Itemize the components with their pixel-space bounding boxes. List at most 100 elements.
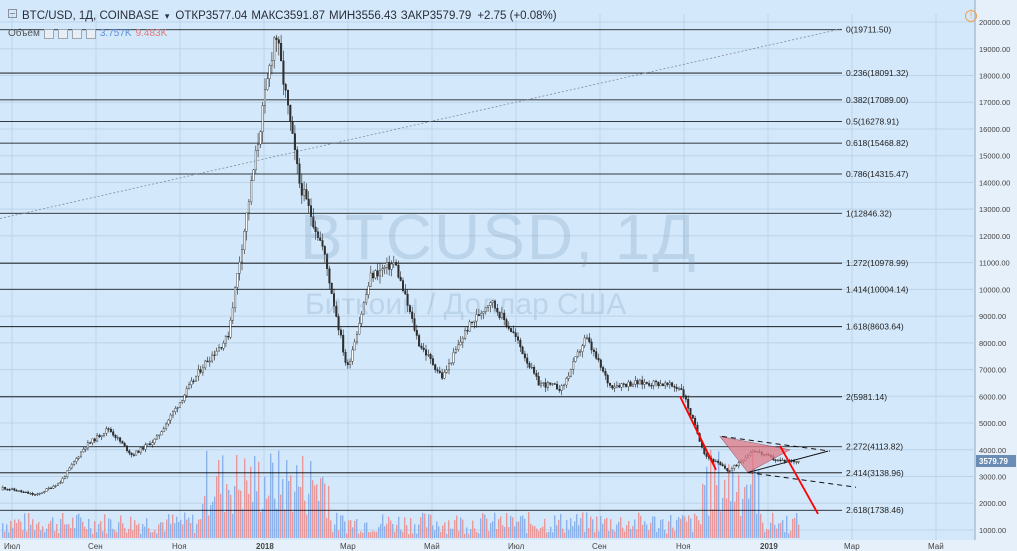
- volume-bar: [266, 498, 268, 538]
- triangle-pattern[interactable]: [719, 435, 791, 473]
- volume-bar: [688, 515, 690, 538]
- volume-bar: [528, 512, 530, 538]
- volume-bar: [778, 523, 780, 538]
- red-trendline-1[interactable]: [679, 395, 717, 471]
- volume-bar: [570, 518, 572, 538]
- candle: [694, 417, 697, 426]
- volume-bar: [782, 519, 784, 538]
- time-tick-label: Мар: [844, 542, 860, 551]
- volume-bar: [366, 522, 368, 538]
- volume-bar: [432, 525, 434, 538]
- volume-bar: [636, 529, 638, 538]
- candle: [31, 493, 34, 495]
- candle: [20, 490, 23, 493]
- candle: [535, 373, 538, 377]
- settings-icon[interactable]: [57, 28, 68, 39]
- alert-icon[interactable]: !: [965, 10, 977, 22]
- volume-bar: [470, 529, 472, 538]
- volume-bar: [44, 532, 46, 538]
- volume-bar: [398, 516, 400, 538]
- dashed-upper-line[interactable]: [721, 435, 831, 452]
- volume-bar: [178, 522, 180, 538]
- candle: [730, 468, 733, 472]
- candle: [721, 464, 724, 467]
- volume-bar: [358, 533, 360, 538]
- candle: [648, 383, 651, 386]
- volume-bar: [368, 532, 370, 538]
- volume-bar: [532, 525, 534, 538]
- price-tick-label: 12000.00: [979, 232, 1010, 241]
- watermark-subtitle: Биткоин / Доллар США: [305, 288, 627, 321]
- collapse-icon[interactable]: [8, 9, 17, 18]
- candle: [6, 488, 9, 491]
- candle: [567, 375, 570, 379]
- candle: [70, 464, 73, 469]
- volume-bar: [482, 513, 484, 538]
- dashed-lower-line[interactable]: [747, 472, 857, 488]
- candle: [641, 379, 644, 385]
- volume-bar: [542, 526, 544, 538]
- candle: [342, 335, 345, 353]
- candle: [489, 302, 492, 306]
- candle: [47, 487, 50, 490]
- candle: [326, 254, 329, 269]
- more-icon[interactable]: [85, 28, 96, 39]
- legend-header: BTC/USD, 1Д, COINBASE ▾ ОТКР3577.04 МАКС…: [22, 7, 557, 25]
- volume-bar: [586, 512, 588, 538]
- candle: [247, 201, 250, 214]
- candle: [220, 347, 223, 349]
- eye-icon[interactable]: [43, 28, 54, 39]
- candle: [142, 447, 145, 450]
- candle: [443, 372, 446, 379]
- candle: [576, 351, 579, 357]
- volume-bar: [714, 462, 716, 538]
- red-trendline-2[interactable]: [779, 445, 819, 515]
- candle: [503, 312, 506, 320]
- volume-bar: [692, 531, 694, 538]
- volume-bar: [282, 479, 284, 538]
- volume-bar: [752, 453, 754, 538]
- volume-bar: [396, 524, 398, 538]
- candle: [15, 490, 18, 492]
- volume-bar: [762, 522, 764, 538]
- candle: [652, 380, 655, 386]
- volume-bar: [424, 513, 426, 538]
- candle: [517, 336, 520, 341]
- volume-bar: [192, 514, 194, 538]
- volume-bar: [576, 514, 578, 538]
- candle: [310, 205, 313, 217]
- volume-bar: [18, 519, 20, 538]
- volume-bar: [766, 529, 768, 538]
- volume-bar: [140, 533, 142, 538]
- volume-bar: [274, 498, 276, 538]
- volume-bar: [474, 528, 476, 538]
- candle: [135, 450, 138, 456]
- volume-bar: [190, 522, 192, 538]
- candle: [146, 443, 149, 445]
- candle: [314, 226, 317, 232]
- time-tick-label: Июл: [4, 542, 21, 551]
- volume-bar: [384, 526, 386, 538]
- candle: [622, 383, 625, 385]
- time-axis-panel[interactable]: [0, 540, 1017, 551]
- open-value: ОТКР3577.04: [175, 10, 248, 22]
- volume-bar: [334, 524, 336, 538]
- candle: [719, 462, 722, 465]
- symbol-label[interactable]: BTC/USD, 1Д, COINBASE: [22, 10, 159, 22]
- price-tick-label: 4000.00: [979, 446, 1006, 455]
- candle: [77, 456, 80, 459]
- chevron-down-icon[interactable]: ▾: [164, 10, 170, 21]
- candle: [512, 331, 515, 333]
- close-icon[interactable]: [71, 28, 82, 39]
- volume-bar: [490, 522, 492, 538]
- volume-bar: [558, 520, 560, 538]
- candle: [356, 333, 359, 343]
- volume-bar: [710, 449, 712, 538]
- volume-bar: [114, 530, 116, 538]
- candle: [500, 312, 503, 318]
- volume-bar: [738, 474, 740, 538]
- volume-bar: [74, 528, 76, 538]
- price-axis-panel[interactable]: [975, 0, 1017, 551]
